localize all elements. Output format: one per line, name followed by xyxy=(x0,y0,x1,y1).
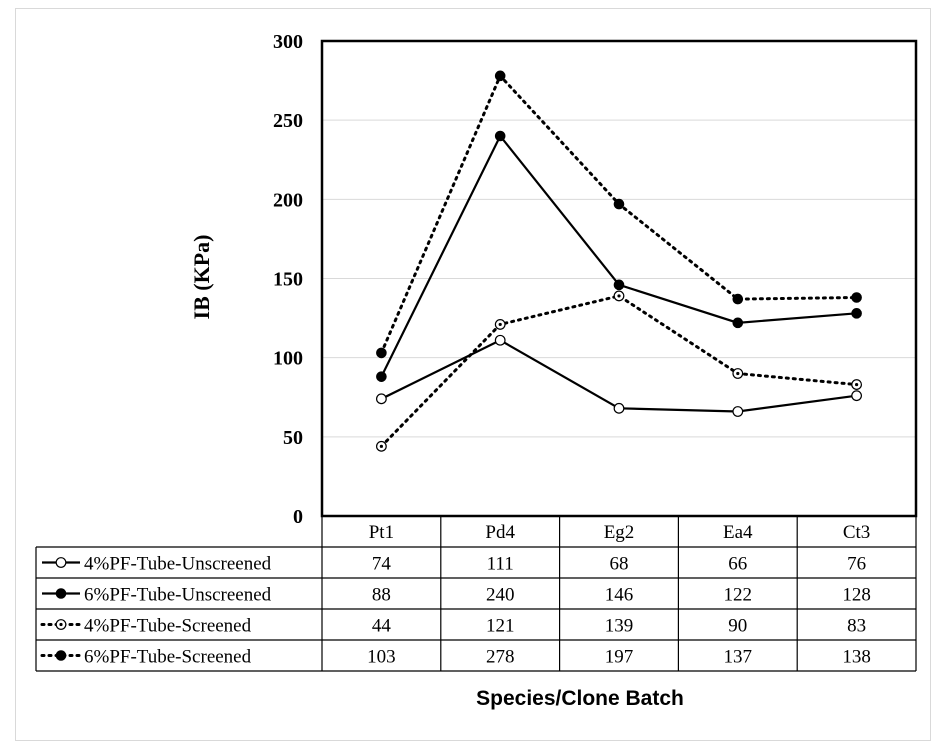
data-label: 68 xyxy=(610,554,629,575)
data-point xyxy=(494,130,506,142)
data-point xyxy=(494,319,506,330)
legend-label: 4%PF-Tube-Unscreened xyxy=(84,554,272,575)
data-point xyxy=(376,440,387,452)
chart-frame xyxy=(15,8,931,741)
series-line xyxy=(379,73,859,355)
data-point xyxy=(376,393,387,405)
data-point xyxy=(732,406,744,417)
data-point xyxy=(494,334,506,346)
series-4 xyxy=(376,70,862,359)
data-label: 111 xyxy=(487,554,514,575)
data-label: 138 xyxy=(842,647,871,668)
data-point xyxy=(851,292,862,303)
data-label: 103 xyxy=(367,647,396,668)
y-tick-labels: 0 50 100 150 200 250 300 xyxy=(273,31,303,528)
series-layer xyxy=(376,70,862,452)
legend-label: 6%PF-Tube-Unscreened xyxy=(84,585,272,606)
y-tick-label: 200 xyxy=(273,189,303,211)
data-label: 88 xyxy=(372,585,391,606)
legend-key-marker xyxy=(55,619,67,630)
plot-area xyxy=(320,39,918,518)
legend-label: 6%PF-Tube-Screened xyxy=(84,647,252,668)
x-tick-label: Eg2 xyxy=(604,522,635,543)
legend-label: 4%PF-Tube-Screened xyxy=(84,616,252,637)
data-label: 278 xyxy=(486,647,515,668)
data-label: 128 xyxy=(842,585,871,606)
data-point xyxy=(613,279,625,291)
data-label: 240 xyxy=(486,585,515,606)
legend-key-marker xyxy=(55,650,67,661)
data-point xyxy=(613,290,625,302)
legend-key-marker xyxy=(55,588,67,599)
y-tick-label: 150 xyxy=(273,269,303,291)
y-tick-label: 0 xyxy=(293,506,303,528)
data-point xyxy=(851,379,862,390)
y-tick-label: 100 xyxy=(273,348,303,370)
data-point xyxy=(732,293,744,305)
data-label: 76 xyxy=(847,554,866,575)
x-tick-label: Ea4 xyxy=(723,522,753,543)
data-label: 139 xyxy=(605,616,634,637)
data-label: 122 xyxy=(724,585,753,606)
grid-lines xyxy=(322,119,916,438)
data-point xyxy=(494,70,506,82)
data-label: 90 xyxy=(728,616,747,637)
x-axis-label: Species/Clone Batch xyxy=(476,687,684,710)
data-point xyxy=(732,368,744,379)
series-1 xyxy=(376,334,862,417)
data-label: 137 xyxy=(724,647,753,668)
series-line xyxy=(380,339,857,413)
table-row: 6%PF-Tube-Screened 103 278 197 137 138 xyxy=(40,647,871,668)
series-line xyxy=(379,294,859,448)
x-tick-label: Ct3 xyxy=(843,522,870,543)
series-3 xyxy=(376,290,862,452)
y-tick-label: 300 xyxy=(273,31,303,53)
data-label: 83 xyxy=(847,616,866,637)
series-line xyxy=(380,133,857,378)
data-label: 197 xyxy=(605,647,634,668)
data-label: 66 xyxy=(728,554,747,575)
data-label: 146 xyxy=(605,585,634,606)
y-axis-label: IB (KPa) xyxy=(189,235,214,320)
data-point xyxy=(376,371,387,382)
table-row: 4%PF-Tube-Unscreened 74 111 68 66 76 xyxy=(42,554,866,575)
y-tick-label: 50 xyxy=(283,427,303,449)
x-tick-label: Pd4 xyxy=(485,522,515,543)
data-point xyxy=(613,198,625,210)
series-2 xyxy=(376,130,862,382)
legend-key-marker xyxy=(55,557,67,568)
data-label: 121 xyxy=(486,616,515,637)
y-tick-label: 250 xyxy=(273,110,303,132)
table-row: 6%PF-Tube-Unscreened 88 240 146 122 128 xyxy=(42,585,871,606)
x-tick-label: Pt1 xyxy=(369,522,394,543)
data-point xyxy=(851,390,862,402)
data-point xyxy=(851,308,862,319)
data-point xyxy=(732,317,744,329)
data-point xyxy=(376,347,387,359)
data-table: Pt1 Pd4 Eg2 Ea4 Ct3 4%PF-Tube-Unscreened 74 111… xyxy=(35,516,917,672)
data-label: 74 xyxy=(372,554,392,575)
data-label: 44 xyxy=(372,616,392,637)
table-row: 4%PF-Tube-Screened 44 121 139 90 83 xyxy=(40,616,866,637)
data-point xyxy=(613,402,625,414)
